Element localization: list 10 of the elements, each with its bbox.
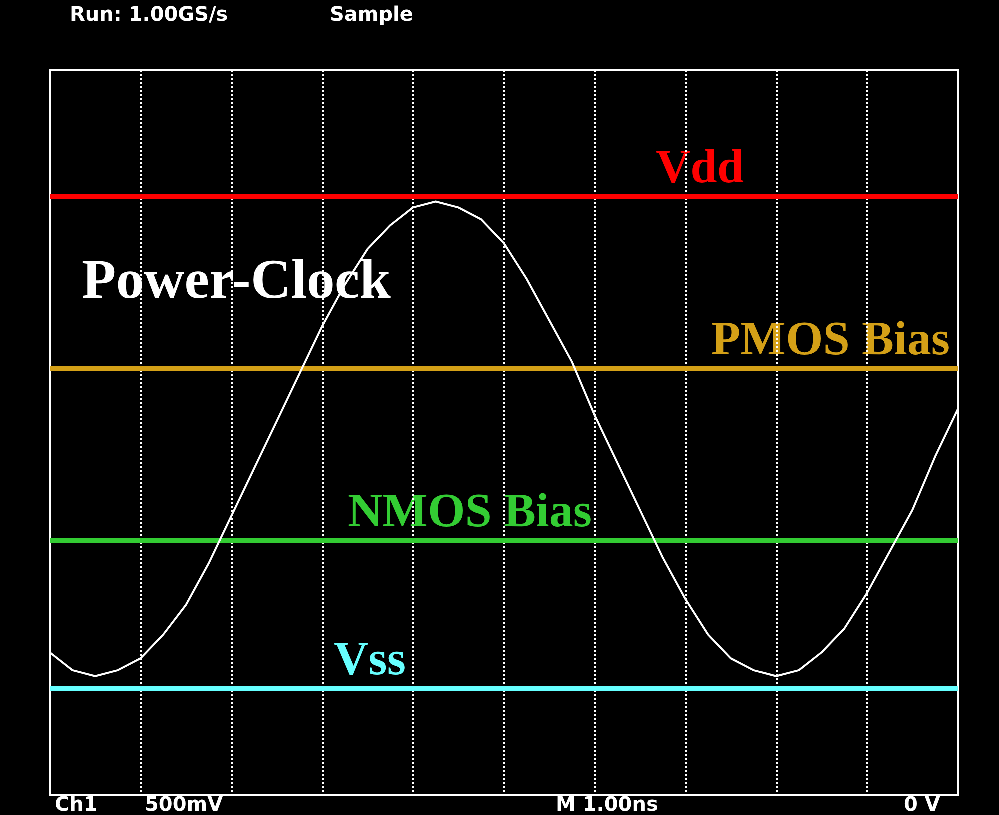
- ref-line-label: NMOS Bias: [348, 484, 592, 538]
- annotation: 500mV: [145, 792, 224, 815]
- text: Run: 1.00GS/s: [70, 2, 228, 26]
- ref-line-label: PMOS Bias: [711, 312, 950, 366]
- annotation: M 1.00ns: [556, 792, 658, 815]
- annotation: 0 V: [904, 792, 941, 815]
- ref-line-label: Vdd: [656, 140, 744, 194]
- text: Sample: [330, 2, 414, 26]
- ref-line-label: Vss: [334, 632, 406, 686]
- annotation: Ch1: [55, 792, 98, 815]
